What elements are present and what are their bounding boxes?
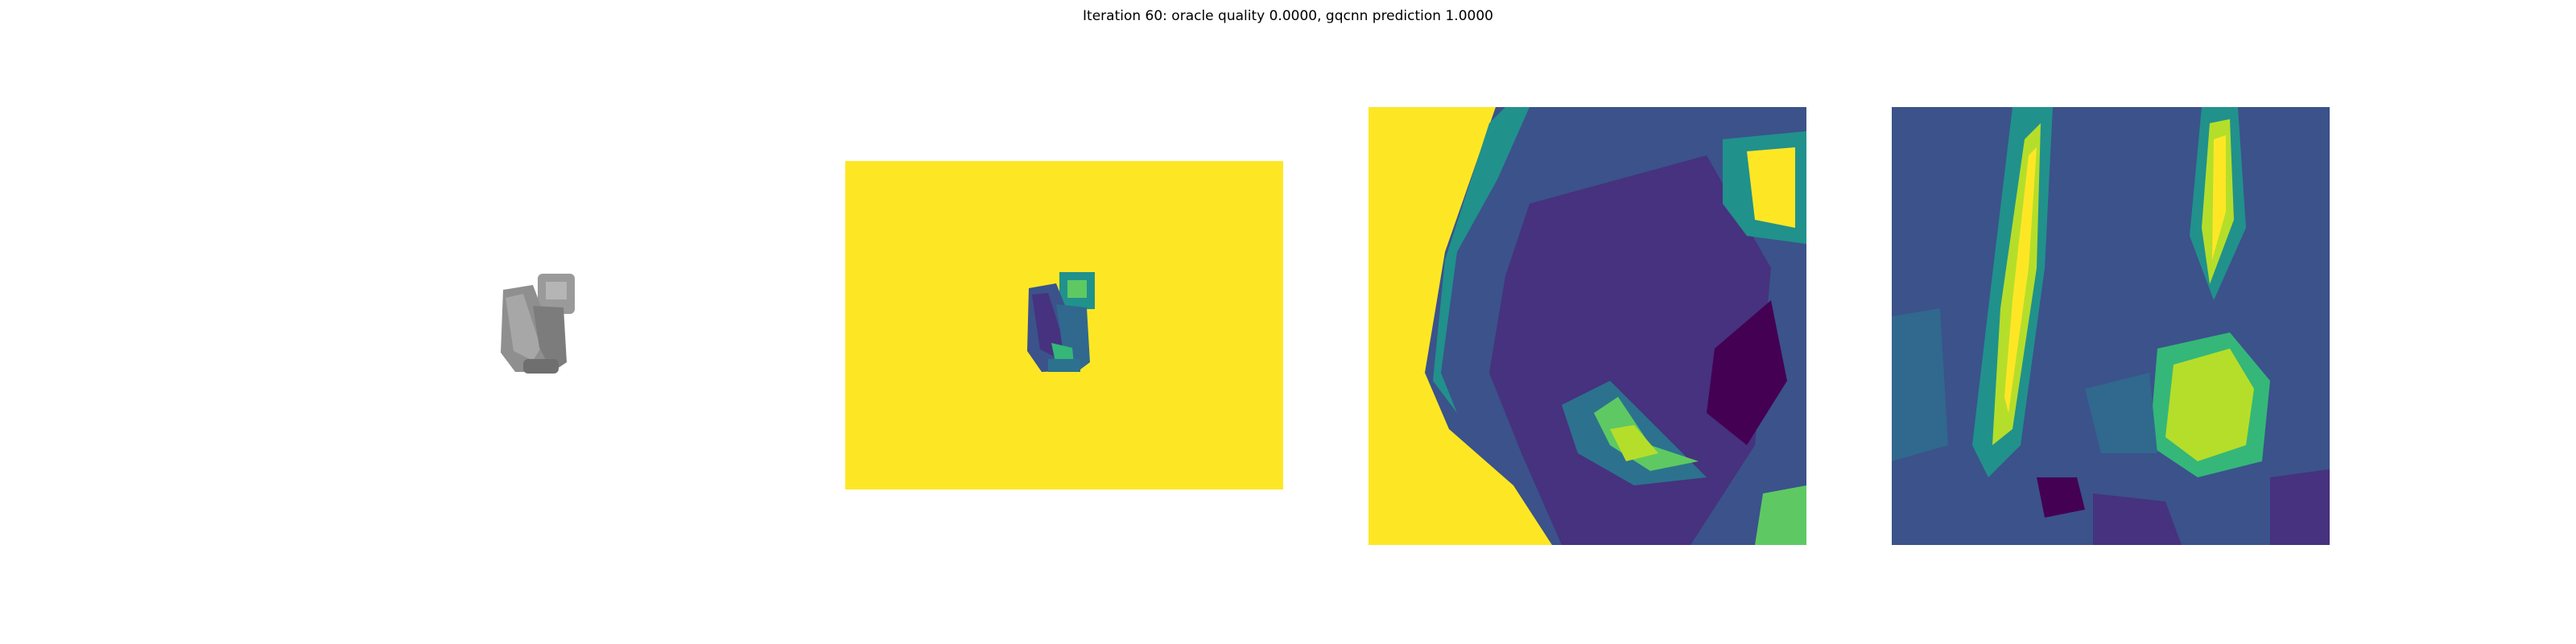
gradient-crop-image — [1892, 107, 2330, 545]
depth-image-panel — [845, 161, 1283, 489]
figure-title: Iteration 60: oracle quality 0.0000, gqc… — [1083, 8, 1493, 24]
object-render-image — [501, 274, 575, 374]
depth-crop-image — [1368, 107, 1806, 545]
depth-crop-panel — [1368, 107, 1806, 545]
gripper-object — [501, 274, 575, 374]
gradient-crop-panel — [1892, 107, 2330, 545]
object-render-panel — [322, 161, 760, 489]
depth-image — [845, 161, 1283, 489]
depth-object — [1027, 272, 1095, 372]
